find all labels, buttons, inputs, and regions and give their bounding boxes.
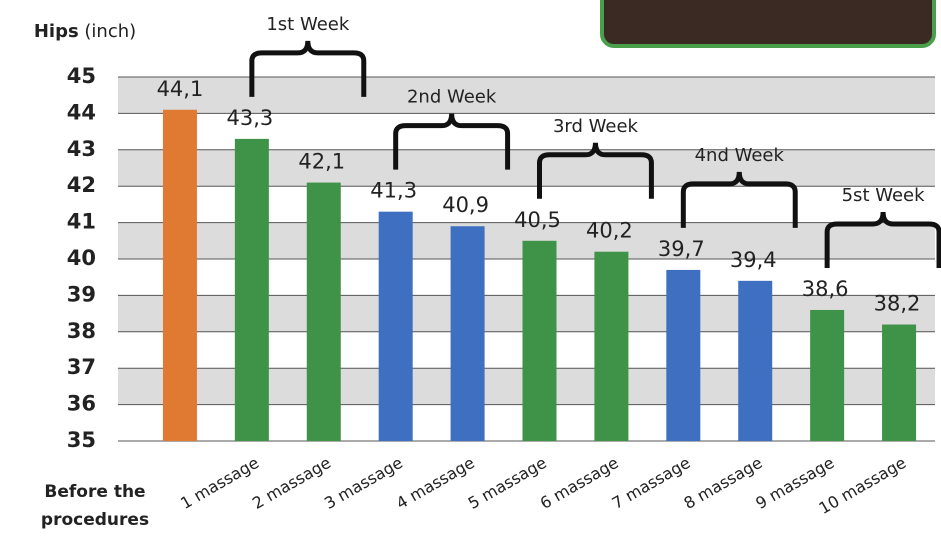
value-label: 39,4 bbox=[730, 248, 777, 272]
bar bbox=[450, 226, 485, 441]
value-label: 41,3 bbox=[370, 179, 417, 203]
y-tick-label: 41 bbox=[67, 210, 96, 234]
bar bbox=[882, 324, 917, 441]
bar bbox=[738, 280, 773, 441]
value-label: 40,5 bbox=[514, 208, 561, 232]
y-tick-label: 44 bbox=[67, 100, 96, 124]
week-label: 2nd Week bbox=[407, 87, 497, 108]
bar bbox=[162, 109, 197, 441]
y-tick-label: 42 bbox=[67, 173, 96, 197]
bar bbox=[522, 240, 557, 441]
x-tick-label: 7 massage bbox=[609, 453, 694, 513]
x-tick-label: Before the procedures bbox=[40, 482, 150, 530]
x-tick-label: 2 massage bbox=[249, 453, 334, 513]
week-brace bbox=[680, 171, 798, 228]
week-label: 5st Week bbox=[842, 185, 926, 206]
bar bbox=[234, 138, 269, 441]
week-brace bbox=[393, 113, 511, 170]
bar bbox=[810, 309, 845, 441]
y-tick-label: 43 bbox=[67, 137, 96, 161]
y-tick-label: 35 bbox=[67, 428, 96, 452]
y-axis-title-unit: (inch) bbox=[84, 21, 136, 42]
week-brace bbox=[537, 142, 654, 199]
bar bbox=[594, 251, 629, 441]
value-label: 38,6 bbox=[802, 277, 849, 301]
photo bbox=[600, 0, 936, 48]
y-tick-label: 45 bbox=[67, 64, 96, 88]
value-label: 42,1 bbox=[298, 150, 345, 174]
value-label: 40,2 bbox=[586, 219, 633, 243]
x-tick-label: 3 massage bbox=[321, 453, 406, 513]
bar bbox=[378, 211, 413, 441]
bar bbox=[666, 269, 701, 441]
week-brace bbox=[824, 211, 941, 268]
value-label: 38,2 bbox=[874, 292, 921, 316]
week-label: 1st Week bbox=[266, 14, 350, 35]
y-tick-label: 38 bbox=[67, 319, 96, 343]
x-tick-label: 8 massage bbox=[681, 453, 766, 513]
week-label: 3rd Week bbox=[553, 116, 639, 137]
y-tick-label: 40 bbox=[67, 246, 96, 270]
x-tick-label: 1 massage bbox=[177, 453, 262, 513]
y-axis-title: Hips (inch) bbox=[34, 21, 136, 42]
value-label: 44,1 bbox=[157, 77, 204, 101]
x-tick-label: 4 massage bbox=[393, 453, 478, 513]
value-label: 39,7 bbox=[658, 237, 705, 261]
week-label: 4nd Week bbox=[695, 145, 785, 166]
y-tick-label: 37 bbox=[67, 355, 96, 379]
y-tick-label: 39 bbox=[67, 282, 96, 306]
value-label: 40,9 bbox=[442, 193, 489, 217]
y-tick-label: 36 bbox=[67, 392, 96, 416]
y-axis-title-main: Hips bbox=[34, 21, 79, 42]
value-label: 43,3 bbox=[226, 106, 273, 130]
week-brace bbox=[249, 40, 367, 97]
bar bbox=[306, 182, 341, 441]
x-tick-label: 6 massage bbox=[537, 453, 622, 513]
x-tick-label: 5 massage bbox=[465, 453, 550, 513]
